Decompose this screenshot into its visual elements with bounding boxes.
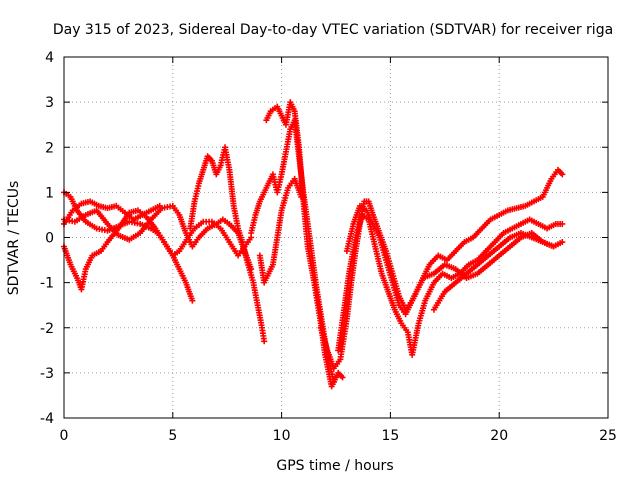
- axis-ticks: 0 5 10 15 20 25 -4 -3 -2 -1 0 1 2 3 4: [40, 50, 617, 444]
- series-trace-5: [187, 144, 268, 345]
- data-point: [559, 239, 566, 246]
- chart-title: Day 315 of 2023, Sidereal Day-to-day VTE…: [53, 22, 613, 38]
- x-tick-label: 25: [599, 428, 617, 444]
- y-axis-label: SDTVAR / TECUs: [6, 181, 22, 296]
- y-tick-label: -2: [40, 321, 54, 337]
- series-trace-4: [61, 198, 163, 227]
- data-point: [559, 220, 566, 227]
- y-tick-label: 2: [45, 140, 54, 156]
- x-tick-label: 0: [60, 428, 69, 444]
- data-point: [559, 171, 566, 178]
- y-tick-label: 3: [45, 95, 54, 111]
- y-tick-label: -1: [40, 276, 54, 292]
- data-point: [261, 338, 268, 345]
- series-trace-8: [256, 175, 305, 286]
- y-tick-label: -4: [40, 411, 54, 427]
- data-marks: [61, 99, 566, 390]
- x-axis-label: GPS time / hours: [276, 458, 393, 474]
- data-point: [189, 297, 196, 304]
- y-tick-label: 0: [45, 231, 54, 247]
- y-tick-label: 4: [45, 50, 54, 66]
- y-tick-label: 1: [45, 185, 54, 201]
- data-point: [156, 202, 163, 209]
- x-tick-label: 5: [168, 428, 177, 444]
- series-trace-12: [430, 229, 557, 313]
- data-point: [339, 374, 346, 381]
- series-trace-9: [317, 166, 566, 372]
- data-point: [298, 193, 305, 200]
- x-tick-label: 20: [490, 428, 508, 444]
- x-tick-label: 15: [381, 428, 399, 444]
- y-tick-label: -3: [40, 366, 54, 382]
- x-tick-label: 10: [273, 428, 291, 444]
- data-point: [550, 243, 557, 250]
- series-trace-11: [343, 202, 566, 318]
- series-trace-10: [335, 211, 566, 358]
